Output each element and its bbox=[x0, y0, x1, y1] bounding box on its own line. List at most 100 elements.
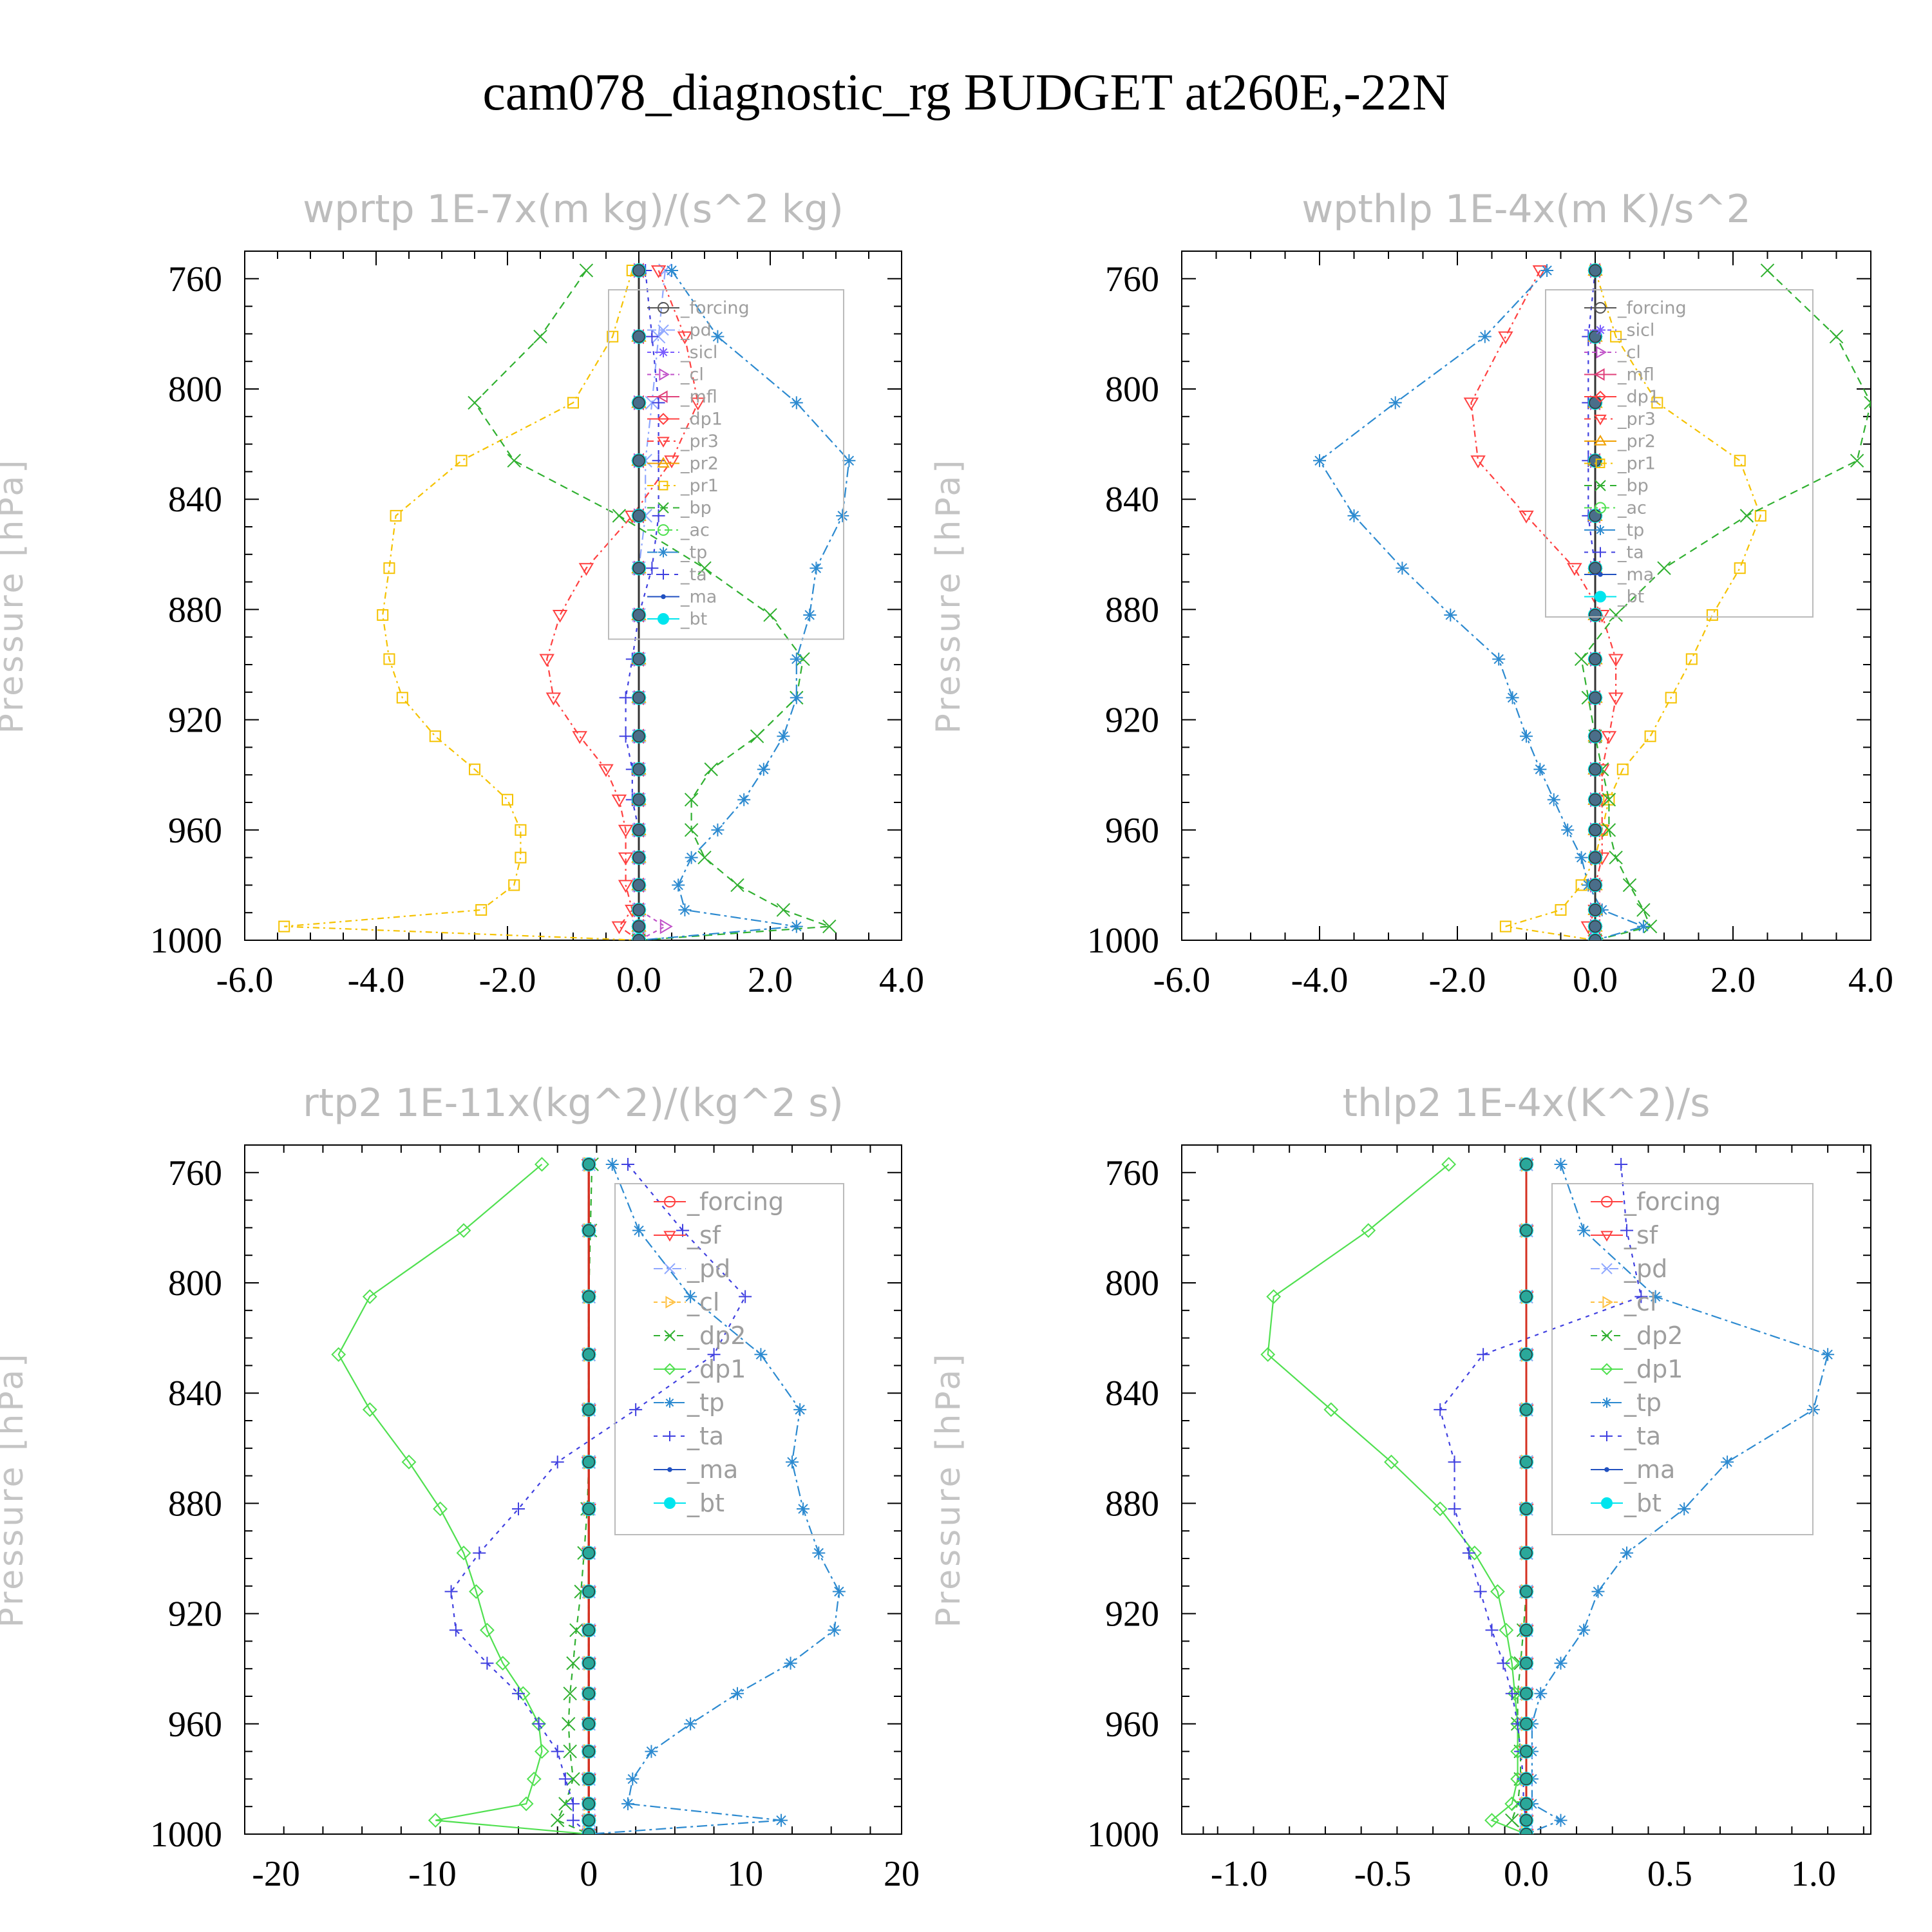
data-point bbox=[652, 396, 665, 410]
zero-marker bbox=[1520, 1403, 1533, 1416]
series-line bbox=[450, 1164, 746, 1834]
zero-marker bbox=[1589, 509, 1602, 522]
data-point bbox=[475, 904, 488, 916]
y-tick-label: 1000 bbox=[150, 1815, 222, 1855]
data-point bbox=[1462, 1546, 1475, 1560]
x-tick-label: -4.0 bbox=[348, 960, 405, 1000]
data-point bbox=[790, 691, 803, 705]
legend-label: _pr2 bbox=[680, 454, 719, 474]
legend-label: _tp bbox=[1624, 1388, 1662, 1417]
legend-label: _cl bbox=[1624, 1288, 1656, 1316]
data-point bbox=[645, 1745, 658, 1758]
series_dp2 bbox=[551, 1157, 599, 1834]
data-point bbox=[704, 762, 718, 777]
y-tick-label: 1000 bbox=[150, 921, 222, 961]
legend-entry_forcing: _forcing bbox=[1591, 1188, 1721, 1216]
data-point bbox=[618, 824, 634, 838]
panel-4: thlp2 1E-4x(K^2)/s Pressure [hPa] 760 800 84… bbox=[929, 1081, 1871, 1894]
legend-marker bbox=[1595, 547, 1605, 558]
legend-entry_cl: _cl bbox=[654, 1288, 719, 1316]
legend-marker bbox=[658, 347, 668, 357]
legend-label: _ac bbox=[1617, 498, 1647, 518]
legend-entry_dp2: _dp2 bbox=[654, 1321, 746, 1350]
series_tp bbox=[1520, 1157, 1835, 1834]
series-line bbox=[1580, 270, 1871, 940]
legend-entry_ma: _ma bbox=[654, 1455, 738, 1484]
data-point bbox=[569, 1623, 583, 1637]
data-point bbox=[558, 1772, 572, 1786]
data-point bbox=[645, 330, 659, 343]
data-point bbox=[383, 653, 395, 665]
legend-entry_pd: _pd bbox=[1591, 1255, 1667, 1283]
data-point bbox=[836, 509, 849, 522]
data-point bbox=[579, 263, 594, 278]
plot-area bbox=[331, 1157, 846, 1834]
data-point bbox=[1347, 509, 1361, 522]
plot-area bbox=[1260, 1157, 1835, 1834]
legend-marker bbox=[1595, 459, 1605, 468]
y-tick-label: 840 bbox=[168, 480, 222, 520]
y-tick-label: 880 bbox=[168, 590, 222, 630]
zero-marker bbox=[1589, 730, 1602, 743]
data-point bbox=[535, 1157, 549, 1172]
data-point bbox=[650, 265, 667, 278]
x-tick-label: -0.5 bbox=[1354, 1854, 1412, 1894]
data-point bbox=[1829, 329, 1844, 344]
x-tick-label: -2.0 bbox=[479, 960, 536, 1000]
legend-marker bbox=[661, 594, 666, 600]
series_bt bbox=[582, 1157, 596, 1834]
legend-box bbox=[608, 289, 844, 640]
legend-marker bbox=[1594, 435, 1607, 446]
data-point bbox=[429, 730, 441, 743]
series-line bbox=[1318, 270, 1646, 940]
data-point bbox=[278, 920, 290, 933]
zero-marker bbox=[1520, 1502, 1533, 1515]
series-line bbox=[1526, 1164, 1829, 1834]
data-point bbox=[1519, 510, 1534, 524]
legend-marker bbox=[1595, 480, 1606, 491]
legend-entry_ac: _ac bbox=[647, 520, 710, 540]
y-tick-label: 880 bbox=[168, 1484, 222, 1524]
data-point bbox=[1555, 904, 1567, 916]
series_tp bbox=[1313, 263, 1650, 940]
zero-marker bbox=[582, 1718, 596, 1730]
zero-marker bbox=[1520, 1656, 1533, 1670]
data-point bbox=[677, 331, 693, 345]
y-tick-label: 840 bbox=[168, 1374, 222, 1414]
legend-marker bbox=[1595, 325, 1605, 336]
legend-marker bbox=[664, 1263, 676, 1274]
data-point bbox=[551, 1455, 564, 1469]
y-tick-label: 800 bbox=[1105, 1264, 1159, 1303]
data-point bbox=[1864, 395, 1871, 410]
zero-marker bbox=[1589, 762, 1602, 776]
legend-marker bbox=[1604, 1467, 1609, 1472]
series_dp2 bbox=[1505, 1157, 1533, 1834]
legend-entry_dp1: _dp1 bbox=[1584, 387, 1660, 407]
legend-entry_mfl: _mfl bbox=[647, 387, 717, 407]
data-point bbox=[763, 608, 777, 622]
legend-label: _mfl bbox=[680, 387, 717, 407]
x-tick-label: 0.0 bbox=[616, 960, 661, 1000]
zero-marker bbox=[1520, 1224, 1533, 1237]
series-line bbox=[1505, 270, 1761, 940]
data-point bbox=[1388, 396, 1402, 410]
legend-entry_pr1: _pr1 bbox=[647, 476, 719, 496]
legend-marker bbox=[1601, 1263, 1613, 1274]
data-point bbox=[684, 1717, 697, 1730]
data-point bbox=[535, 1744, 549, 1759]
legend-entry_ta: _ta bbox=[647, 565, 707, 585]
legend-label: _bp bbox=[680, 498, 712, 518]
data-point bbox=[383, 562, 395, 574]
data-point bbox=[832, 1585, 846, 1598]
data-point bbox=[678, 903, 692, 916]
data-point bbox=[651, 329, 666, 344]
zero-marker bbox=[632, 454, 645, 468]
legend-entry_ma: _ma bbox=[647, 587, 717, 607]
data-point bbox=[469, 1584, 484, 1599]
legend-marker bbox=[1594, 390, 1607, 403]
series-line bbox=[589, 1164, 840, 1834]
data-point bbox=[790, 396, 803, 410]
data-point bbox=[611, 921, 627, 934]
data-point bbox=[545, 692, 562, 706]
data-point bbox=[730, 878, 744, 893]
